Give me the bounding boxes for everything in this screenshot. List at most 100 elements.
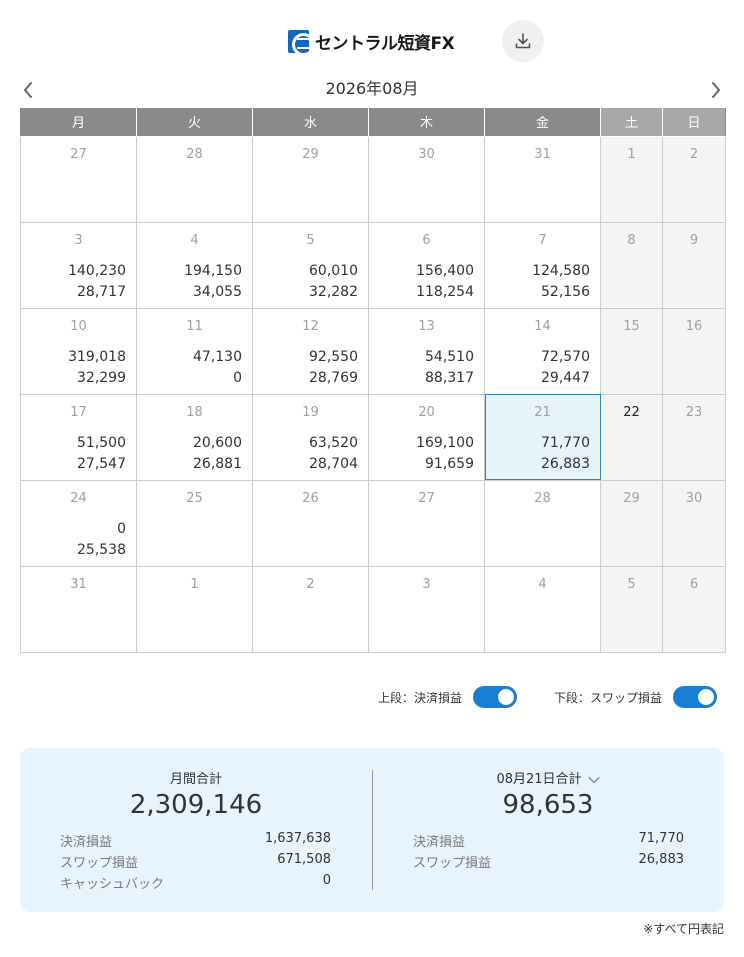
download-button[interactable] <box>502 20 544 62</box>
brand-mark-icon <box>288 29 309 53</box>
calendar-day-cell[interactable]: 20 169,100 91,659 <box>368 393 485 481</box>
calendar-day-cell[interactable]: 4 <box>484 565 601 653</box>
calendar-week-row: 10 319,018 32,299 11 47,130 0 12 92,550 28,769 13… <box>20 307 726 395</box>
calendar-day-cell[interactable]: 6 <box>662 565 726 653</box>
calendar-day-cell[interactable]: 3 140,230 28,717 <box>20 221 137 309</box>
day-number: 29 <box>623 490 640 506</box>
calendar-day-cell[interactable]: 22 <box>600 393 663 481</box>
calendar-day-cell[interactable]: 28 <box>484 479 601 567</box>
summary-divider <box>372 770 373 890</box>
summary-panel: 月間合計 2,309,146 決済損益 1,637,638 スワップ損益 671… <box>20 748 724 912</box>
calendar-day-cell[interactable]: 24 0 25,538 <box>20 479 137 567</box>
calendar-day-cell[interactable]: 10 319,018 32,299 <box>20 307 137 395</box>
day-number: 27 <box>418 490 435 506</box>
day-number: 29 <box>302 146 319 162</box>
calendar-day-cell[interactable]: 16 <box>662 307 726 395</box>
calendar-day-cell[interactable]: 29 <box>252 135 369 223</box>
calendar-day-cell[interactable]: 7 124,580 52,156 <box>484 221 601 309</box>
calendar-day-cell[interactable]: 18 20,600 26,881 <box>136 393 253 481</box>
calendar-day-cell[interactable]: 1 <box>136 565 253 653</box>
calendar-day-cell[interactable]: 8 <box>600 221 663 309</box>
day-number: 14 <box>534 318 551 334</box>
calendar-day-cell[interactable]: 21 71,770 26,883 <box>484 393 601 481</box>
summary-row-label: スワップ損益 <box>60 856 139 871</box>
calendar-day-cell[interactable]: 5 60,010 32,282 <box>252 221 369 309</box>
swap-pnl-value: 88,317 <box>425 369 474 386</box>
calendar-day-cell[interactable]: 3 <box>368 565 485 653</box>
day-number: 19 <box>302 404 319 420</box>
next-month-button[interactable] <box>706 80 726 100</box>
calendar-day-cell[interactable]: 27 <box>368 479 485 567</box>
lower-swap-toggle[interactable] <box>673 686 718 708</box>
day-number: 31 <box>534 146 551 162</box>
calendar-day-cell[interactable]: 27 <box>20 135 137 223</box>
calendar-day-cell[interactable]: 6 156,400 118,254 <box>368 221 485 309</box>
day-number: 28 <box>534 490 551 506</box>
day-number: 20 <box>418 404 435 420</box>
day-number: 6 <box>689 576 699 592</box>
day-number: 17 <box>70 404 87 420</box>
calendar-week-row: 3 140,230 28,717 4 194,150 34,055 5 60,010 32,28… <box>20 221 726 309</box>
lower-toggle-label: 下段：スワップ損益 <box>554 690 663 705</box>
swap-pnl-value: 28,769 <box>309 369 358 386</box>
calendar-day-cell[interactable]: 5 <box>600 565 663 653</box>
calendar-day-cell[interactable]: 28 <box>136 135 253 223</box>
summary-row-label: スワップ損益 <box>413 856 492 871</box>
daily-summary-selector[interactable]: 08月21日合計 <box>372 768 724 787</box>
toggle-knob <box>698 689 715 705</box>
settlement-pnl-value: 71,770 <box>541 434 590 451</box>
swap-pnl-value: 28,717 <box>77 283 126 300</box>
calendar-day-cell[interactable]: 2 <box>252 565 369 653</box>
weekday-header: 日 <box>662 108 726 137</box>
calendar-day-cell[interactable]: 29 <box>600 479 663 567</box>
calendar-day-cell[interactable]: 31 <box>20 565 137 653</box>
swap-pnl-value: 29,447 <box>541 369 590 386</box>
summary-row-label: 決済損益 <box>60 835 113 850</box>
lower-toggle-group: 下段：スワップ損益 <box>554 685 718 709</box>
calendar-day-cell[interactable]: 26 <box>252 479 369 567</box>
upper-pnl-toggle[interactable] <box>473 686 518 708</box>
calendar-day-cell[interactable]: 11 47,130 0 <box>136 307 253 395</box>
summary-row-value: 26,883 <box>638 852 685 867</box>
swap-pnl-value: 0 <box>233 369 242 386</box>
daily-summary-title: 08月21日合計 <box>496 772 582 787</box>
day-number: 12 <box>302 318 319 334</box>
day-number: 3 <box>74 232 83 248</box>
calendar-day-cell[interactable]: 9 <box>662 221 726 309</box>
weekday-header: 火 <box>136 108 253 137</box>
calendar-week-row: 17 51,500 27,547 18 20,600 26,881 19 63,520 28,7… <box>20 393 726 481</box>
calendar-day-cell[interactable]: 30 <box>368 135 485 223</box>
day-number: 1 <box>190 576 199 592</box>
calendar-day-cell[interactable]: 1 <box>600 135 663 223</box>
calendar-day-cell[interactable]: 12 92,550 28,769 <box>252 307 369 395</box>
calendar-day-cell[interactable]: 19 63,520 28,704 <box>252 393 369 481</box>
swap-pnl-value: 32,299 <box>77 369 126 386</box>
calendar-day-cell[interactable]: 23 <box>662 393 726 481</box>
month-title: 2026年08月 <box>325 79 419 98</box>
swap-pnl-value: 32,282 <box>309 283 358 300</box>
day-number: 18 <box>186 404 203 420</box>
settlement-pnl-value: 194,150 <box>184 262 242 279</box>
settlement-pnl-value: 51,500 <box>77 434 126 451</box>
summary-row-label: 決済損益 <box>413 835 466 850</box>
day-number: 10 <box>70 318 87 334</box>
swap-pnl-value: 91,659 <box>425 455 474 472</box>
currency-footnote: ※すべて円表記 <box>643 922 724 936</box>
daily-total: 98,653 <box>502 790 594 820</box>
calendar-day-cell[interactable]: 2 <box>662 135 726 223</box>
calendar-day-cell[interactable]: 13 54,510 88,317 <box>368 307 485 395</box>
calendar-day-cell[interactable]: 4 194,150 34,055 <box>136 221 253 309</box>
day-number: 5 <box>306 232 315 248</box>
prev-month-button[interactable] <box>18 80 38 100</box>
app-header: セントラル短資FX <box>0 0 744 80</box>
calendar-day-cell[interactable]: 14 72,570 29,447 <box>484 307 601 395</box>
calendar-day-cell[interactable]: 17 51,500 27,547 <box>20 393 137 481</box>
calendar-day-cell[interactable]: 25 <box>136 479 253 567</box>
calendar-day-cell[interactable]: 30 <box>662 479 726 567</box>
calendar-day-cell[interactable]: 31 <box>484 135 601 223</box>
day-number: 21 <box>534 404 551 420</box>
day-number: 24 <box>70 490 87 506</box>
calendar-day-cell[interactable]: 15 <box>600 307 663 395</box>
day-number: 30 <box>685 490 703 506</box>
monthly-summary: 月間合計 2,309,146 決済損益 1,637,638 スワップ損益 671… <box>20 748 372 912</box>
